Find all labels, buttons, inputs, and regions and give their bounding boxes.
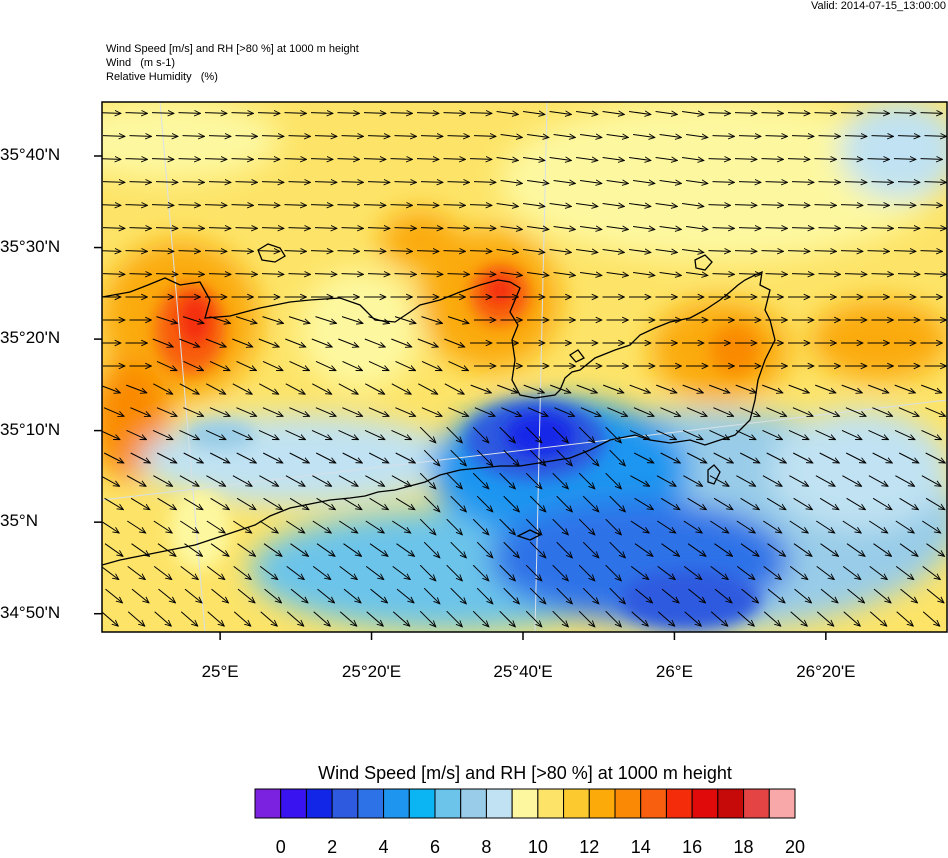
lat-label: 34°50'N [0, 603, 80, 623]
map-figure [0, 0, 948, 760]
colorbar-swatch [332, 789, 358, 818]
wind-arrow [557, 634, 573, 650]
wind-arrow [371, 635, 387, 650]
lon-label: 25°20'E [312, 662, 432, 682]
wind-arrow [769, 635, 785, 650]
colorbar-label: 8 [466, 837, 506, 858]
colorbar-swatch [358, 789, 384, 818]
lon-label: 26°E [614, 662, 734, 682]
wind-arrow [424, 634, 440, 650]
lon-label: 25°E [160, 662, 280, 682]
lon-label: 25°40'E [463, 662, 583, 682]
wind-arrow [795, 635, 811, 650]
colorbar-swatch [666, 789, 692, 818]
colorbar-swatch [538, 789, 564, 818]
wind-arrow [848, 635, 864, 650]
colorbar-swatch [409, 789, 435, 818]
lat-label: 35°30'N [0, 237, 80, 257]
wind-arrow [504, 634, 520, 650]
colorbar-swatch [486, 789, 512, 818]
wind-arrow [106, 635, 122, 650]
colorbar-label: 0 [261, 837, 301, 858]
colorbar-swatch [384, 789, 410, 818]
colorbar-swatch [461, 789, 487, 818]
colorbar-swatch [564, 789, 590, 818]
colorbar-label: 14 [621, 837, 661, 858]
wind-arrow [398, 635, 414, 650]
wind-arrow [239, 635, 255, 650]
wind-arrow [292, 635, 308, 650]
colorbar-swatch [306, 789, 332, 818]
colorbar-label: 2 [312, 837, 352, 858]
colorbar-label: 6 [415, 837, 455, 858]
wind-arrow [318, 635, 334, 650]
wind-arrow [742, 635, 758, 650]
wind-arrow [901, 635, 917, 650]
wind-arrow [663, 635, 679, 650]
colorbar-swatch [281, 789, 307, 818]
colorbar-swatch [718, 789, 744, 818]
wind-arrow [716, 635, 732, 650]
colorbar-swatch [512, 789, 538, 818]
wind-speed-field [60, 100, 948, 650]
wind-arrow [265, 635, 281, 650]
colorbar-title: Wind Speed [m/s] and RH [>80 %] at 1000 … [250, 763, 800, 784]
colorbar-label: 4 [364, 837, 404, 858]
lat-label: 35°20'N [0, 328, 80, 348]
wind-arrow [345, 635, 361, 650]
wind-arrow [689, 635, 705, 650]
wind-arrow [822, 635, 838, 650]
colorbar-label: 10 [518, 837, 558, 858]
colorbar-swatch [692, 789, 718, 818]
colorbar-swatch [589, 789, 615, 818]
lat-label: 35°40'N [0, 145, 80, 165]
colorbar-swatch [255, 789, 281, 818]
wind-arrow [133, 635, 149, 650]
wind-arrow [451, 634, 467, 650]
wind-arrow [636, 635, 652, 650]
colorbar-swatch [744, 789, 770, 818]
lon-label: 26°20'E [766, 662, 886, 682]
wind-arrow [610, 634, 626, 650]
colorbar-swatch [641, 789, 667, 818]
lat-label: 35°10'N [0, 420, 80, 440]
colorbar [254, 788, 796, 820]
wind-arrow [583, 634, 599, 650]
colorbar-label: 20 [775, 837, 815, 858]
colorbar-swatch [435, 789, 461, 818]
colorbar-swatch [615, 789, 641, 818]
lat-label: 35°N [0, 511, 80, 531]
colorbar-label: 18 [724, 837, 764, 858]
colorbar-swatch [769, 789, 795, 818]
wind-arrow [928, 635, 944, 650]
wind-arrow [530, 634, 546, 650]
wind-arrow [477, 634, 493, 650]
wind-arrow [186, 635, 202, 650]
colorbar-label: 16 [672, 837, 712, 858]
wind-arrow [875, 635, 891, 650]
colorbar-label: 12 [569, 837, 609, 858]
wind-arrow [159, 635, 175, 650]
